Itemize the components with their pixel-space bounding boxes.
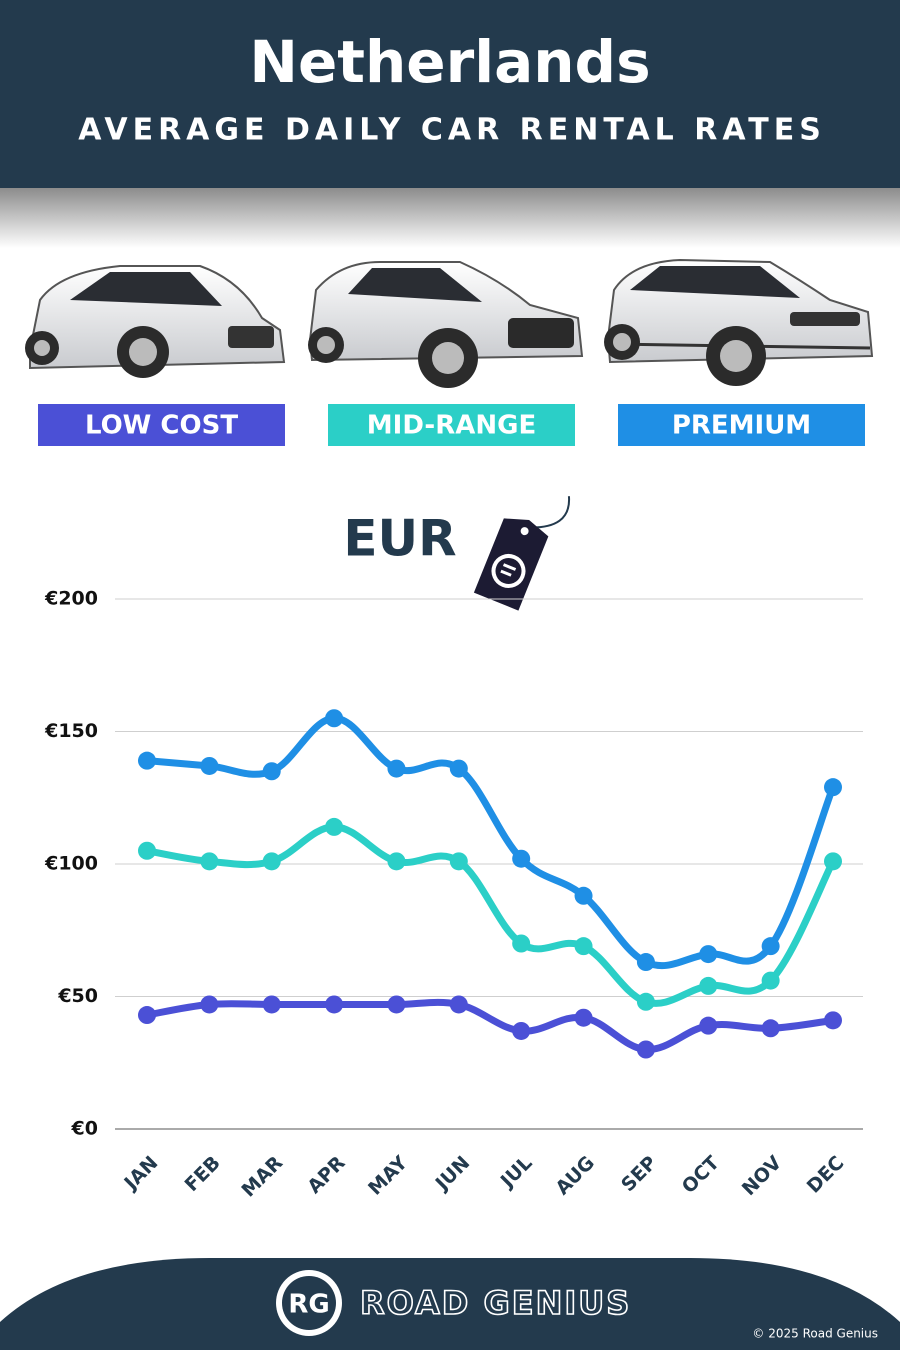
logo-text: RG <box>288 1290 329 1320</box>
data-point <box>824 778 842 797</box>
x-tick-label: JUL <box>495 1152 536 1193</box>
series-group <box>138 709 842 972</box>
legend-label: MID-RANGE <box>367 411 536 441</box>
data-point <box>824 1011 842 1030</box>
data-point <box>138 841 156 860</box>
header-band <box>0 0 900 188</box>
x-tick-label: MAY <box>364 1152 412 1200</box>
data-point <box>512 849 531 868</box>
data-point <box>262 762 281 781</box>
currency-label: EUR <box>343 510 456 568</box>
logo-inner <box>282 1276 336 1330</box>
car-luxury-suv <box>604 258 874 386</box>
legend-label: LOW COST <box>85 411 238 441</box>
data-point <box>138 751 156 770</box>
data-point <box>824 852 842 871</box>
data-point <box>387 852 406 871</box>
data-point <box>449 852 468 871</box>
data-point <box>574 937 593 956</box>
y-tick-label: €150 <box>44 720 98 742</box>
y-tick-label: €100 <box>44 853 98 875</box>
legend-swatch <box>328 404 575 446</box>
title: Netherlands <box>249 28 650 96</box>
data-point <box>449 759 468 778</box>
x-tick-label: JUN <box>430 1152 474 1196</box>
series-group <box>138 995 842 1059</box>
x-tick-label: NOV <box>738 1152 786 1200</box>
car-suv <box>308 261 584 388</box>
data-point <box>761 971 780 990</box>
price-tag <box>473 496 570 611</box>
data-point <box>138 1006 156 1025</box>
legend-swatch <box>618 404 865 446</box>
subtitle: AVERAGE DAILY CAR RENTAL RATES <box>78 113 826 148</box>
y-tick-label: €200 <box>44 588 98 610</box>
x-tick-label: OCT <box>678 1152 724 1198</box>
data-point <box>387 995 406 1014</box>
y-tick-label: €50 <box>57 985 98 1007</box>
data-point <box>200 756 219 775</box>
x-tick-label: APR <box>303 1152 349 1198</box>
brand-name: ROAD GENIUS <box>360 1284 631 1322</box>
data-point <box>200 852 219 871</box>
series-line <box>143 714 837 970</box>
data-point <box>699 976 718 995</box>
series-group <box>138 817 842 1011</box>
legend-label: PREMIUM <box>672 411 811 441</box>
x-tick-label: JAN <box>119 1152 163 1196</box>
data-point <box>574 1008 593 1027</box>
x-tick-label: SEP <box>617 1152 661 1196</box>
data-point <box>387 759 406 778</box>
data-point <box>325 995 344 1014</box>
car-hatchback <box>25 265 286 378</box>
data-point <box>636 1040 655 1059</box>
x-tick-label: AUG <box>551 1152 598 1199</box>
x-tick-label: DEC <box>803 1152 849 1198</box>
data-point <box>761 1019 780 1038</box>
data-point <box>262 852 281 871</box>
header-shadow <box>0 188 900 248</box>
data-point <box>512 1021 531 1040</box>
legend-swatch <box>38 404 285 446</box>
data-point <box>636 953 655 972</box>
data-point <box>325 709 344 728</box>
data-point <box>512 934 531 953</box>
data-point <box>449 995 468 1014</box>
footer-band <box>0 1258 900 1350</box>
series-line <box>143 823 837 1007</box>
data-point <box>636 992 655 1011</box>
data-point <box>574 886 593 905</box>
series-line <box>143 998 837 1054</box>
copyright: © 2025 Road Genius <box>752 1327 878 1341</box>
data-point <box>325 817 344 836</box>
data-point <box>699 945 718 964</box>
x-tick-label: FEB <box>181 1152 225 1196</box>
data-point <box>761 937 780 956</box>
x-tick-label: MAR <box>237 1152 287 1202</box>
data-point <box>200 995 219 1014</box>
y-tick-label: €0 <box>71 1118 98 1140</box>
data-point <box>262 995 281 1014</box>
data-point <box>699 1016 718 1035</box>
